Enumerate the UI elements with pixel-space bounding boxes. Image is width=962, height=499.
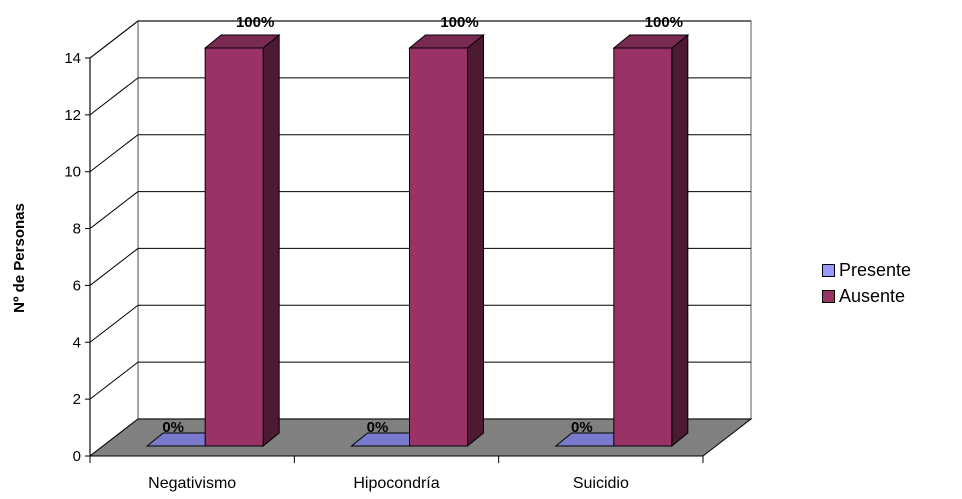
y-tick-label: 12: [64, 107, 81, 124]
gridline-side: [89, 361, 139, 400]
data-label: 0%: [571, 419, 593, 436]
bar-side: [262, 33, 280, 448]
x-tick-label: Suicidio: [573, 475, 629, 492]
gridline-side: [89, 20, 139, 59]
legend: Presente Ausente: [822, 257, 962, 309]
legend-item-ausente: Ausente: [822, 283, 962, 309]
gridline-side: [89, 77, 139, 116]
gridline-side: [89, 134, 139, 173]
bar-front: [613, 47, 673, 447]
chart-bars: [145, 33, 690, 448]
data-label: 100%: [236, 14, 274, 31]
legend-label-presente: Presente: [839, 259, 912, 280]
bar-front: [409, 47, 468, 447]
y-tick-label: 4: [73, 334, 81, 351]
y-tick-label: 0: [73, 448, 81, 465]
bar-ausente-0: [203, 33, 281, 448]
legend-item-presente: Presente: [822, 257, 962, 283]
bar-ausente-1: [408, 33, 485, 448]
gridline-side: [89, 248, 139, 286]
bar-front: [204, 47, 264, 447]
y-tick-label: 8: [73, 221, 81, 238]
data-label: 0%: [162, 419, 184, 436]
x-tick-label: Hipocondría: [353, 475, 439, 492]
gridline-side: [89, 304, 139, 343]
bar-side: [467, 33, 484, 448]
legend-label-ausente: Ausente: [839, 285, 906, 306]
y-axis-label: Nº de Personas: [11, 203, 28, 313]
gridline-side: [89, 191, 139, 229]
chart-labels: 0% 100% 0% 100% 0% 100%: [162, 14, 683, 436]
chart-axes: 0 2 4 6 8 10 12 14 Negativismo Hipocondría Suicidi…: [64, 50, 704, 492]
bar-ausente-2: [612, 33, 690, 448]
side-wall: [89, 19, 139, 458]
legend-swatch-ausente: [822, 289, 835, 303]
bar-side: [671, 33, 689, 448]
y-tick-label: 10: [64, 164, 81, 181]
data-label: 100%: [645, 14, 683, 31]
y-tick-label: 6: [73, 277, 81, 294]
legend-swatch-presente: [822, 263, 835, 277]
data-label: 100%: [440, 14, 478, 31]
x-tick-label: Negativismo: [148, 475, 236, 492]
y-tick-label: 14: [64, 50, 81, 67]
y-tick-label: 2: [73, 391, 81, 408]
data-label: 0%: [367, 419, 389, 436]
